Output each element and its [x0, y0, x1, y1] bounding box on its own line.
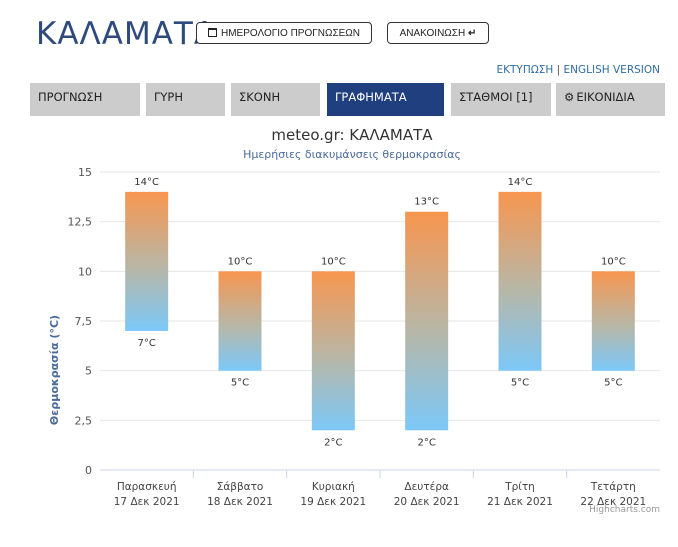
y-tick-label: 10	[78, 265, 92, 278]
tab-label: ΓΥΡΗ	[154, 90, 184, 104]
temperature-bar[interactable]	[498, 191, 542, 371]
low-temp-label: 2°C	[417, 437, 435, 448]
x-tick-day: Τρίτη	[504, 481, 535, 493]
temperature-bar[interactable]	[405, 211, 449, 431]
x-tick-day: Κυριακή	[312, 481, 355, 493]
high-temp-label: 10°C	[228, 256, 253, 267]
x-tick-day: Τετάρτη	[590, 481, 636, 493]
y-tick-label: 12,5	[68, 216, 93, 229]
tab-label: ΓΡΑΦΗΜΑΤΑ	[335, 90, 407, 104]
tab-stations[interactable]: ΣΤΑΘΜΟΙ [1]	[451, 83, 551, 116]
forecast-calendar-label: ΗΜΕΡΟΛΟΓΙΟ ΠΡΟΓΝΩΣΕΩΝ	[220, 28, 360, 39]
chart-title: meteo.gr: ΚΑΛΑΜΑΤΑ	[271, 126, 433, 144]
tab-label: ΠΡΟΓΝΩΣΗ	[38, 90, 103, 104]
temperature-bar[interactable]	[311, 271, 355, 431]
high-temp-label: 14°C	[134, 177, 159, 188]
arrow-down-icon: ↵	[467, 28, 477, 39]
x-tick-date: 21 Δεκ 2021	[487, 496, 553, 508]
y-tick-label: 2,5	[75, 414, 93, 427]
temperature-bar[interactable]	[218, 271, 262, 371]
temperature-chart: meteo.gr: ΚΑΛΑΜΑΤΑ Ημερήσιες διακυμάνσει…	[0, 120, 678, 543]
low-temp-label: 5°C	[231, 378, 249, 389]
tab-bar: ΠΡΟΓΝΩΣΗ ΓΥΡΗ ΣΚΟΝΗ ΓΡΑΦΗΜΑΤΑ ΣΤΑΘΜΟΙ [1…	[30, 83, 665, 116]
tab-icons[interactable]: ⚙ ΕΙΚΟΝΙΔΙΑ	[556, 83, 665, 116]
x-tick-day: Σάββατο	[217, 481, 264, 493]
y-tick-label: 7,5	[75, 315, 93, 328]
calendar-icon	[207, 28, 217, 37]
tab-pollen[interactable]: ΓΥΡΗ	[146, 83, 225, 116]
x-tick-day: Παρασκευή	[117, 481, 177, 493]
tab-label: ΕΙΚΟΝΙΔΙΑ	[576, 90, 635, 104]
announcement-label: ΑΝΑΚΟΙΝΩΣΗ	[399, 28, 466, 39]
temperature-bar[interactable]	[125, 191, 169, 331]
low-temp-label: 5°C	[604, 378, 622, 389]
low-temp-label: 2°C	[324, 437, 342, 448]
x-tick-date: 18 Δεκ 2021	[207, 496, 273, 508]
high-temp-label: 10°C	[601, 256, 626, 267]
low-temp-label: 5°C	[511, 378, 529, 389]
high-temp-label: 13°C	[414, 197, 439, 208]
announcement-button[interactable]: ΑΝΑΚΟΙΝΩΣΗ ↵	[387, 22, 489, 44]
gear-icon: ⚙	[564, 90, 575, 104]
y-tick-label: 15	[78, 166, 92, 179]
tab-forecast[interactable]: ΠΡΟΓΝΩΣΗ	[30, 83, 140, 116]
y-tick-label: 0	[85, 464, 92, 477]
tab-label: ΣΤΑΘΜΟΙ [1]	[459, 90, 533, 104]
x-tick-date: 22 Δεκ 2021	[580, 496, 646, 508]
y-axis-label: Θερμοκρασία (°C)	[48, 315, 61, 425]
chart-svg: meteo.gr: ΚΑΛΑΜΑΤΑ Ημερήσιες διακυμάνσει…	[48, 126, 660, 515]
tab-dust[interactable]: ΣΚΟΝΗ	[231, 83, 320, 116]
forecast-calendar-button[interactable]: ΗΜΕΡΟΛΟΓΙΟ ΠΡΟΓΝΩΣΕΩΝ	[196, 22, 372, 44]
x-tick-date: 17 Δεκ 2021	[114, 496, 180, 508]
x-tick-day: Δευτέρα	[404, 481, 449, 493]
high-temp-label: 10°C	[321, 256, 346, 267]
low-temp-label: 7°C	[137, 338, 155, 349]
x-tick-date: 20 Δεκ 2021	[394, 496, 460, 508]
tab-label: ΣΚΟΝΗ	[239, 90, 281, 104]
print-link[interactable]: ΕΚΤΥΠΩΣΗ	[496, 64, 554, 76]
y-tick-label: 5	[85, 365, 92, 378]
top-links: ΕΚΤΥΠΩΣΗ | ENGLISH VERSION	[497, 64, 661, 76]
chart-credit: Highcharts.com	[589, 505, 660, 515]
link-separator: |	[556, 64, 561, 76]
english-version-link[interactable]: ENGLISH VERSION	[563, 64, 660, 76]
chart-subtitle: Ημερήσιες διακυμάνσεις θερμοκρασίας	[243, 148, 461, 161]
x-tick-date: 19 Δεκ 2021	[300, 496, 366, 508]
temperature-bar[interactable]	[591, 271, 635, 371]
page-title: ΚΑΛΑΜΑΤΑ	[36, 16, 217, 52]
high-temp-label: 14°C	[508, 177, 533, 188]
tab-charts[interactable]: ΓΡΑΦΗΜΑΤΑ	[327, 83, 444, 116]
